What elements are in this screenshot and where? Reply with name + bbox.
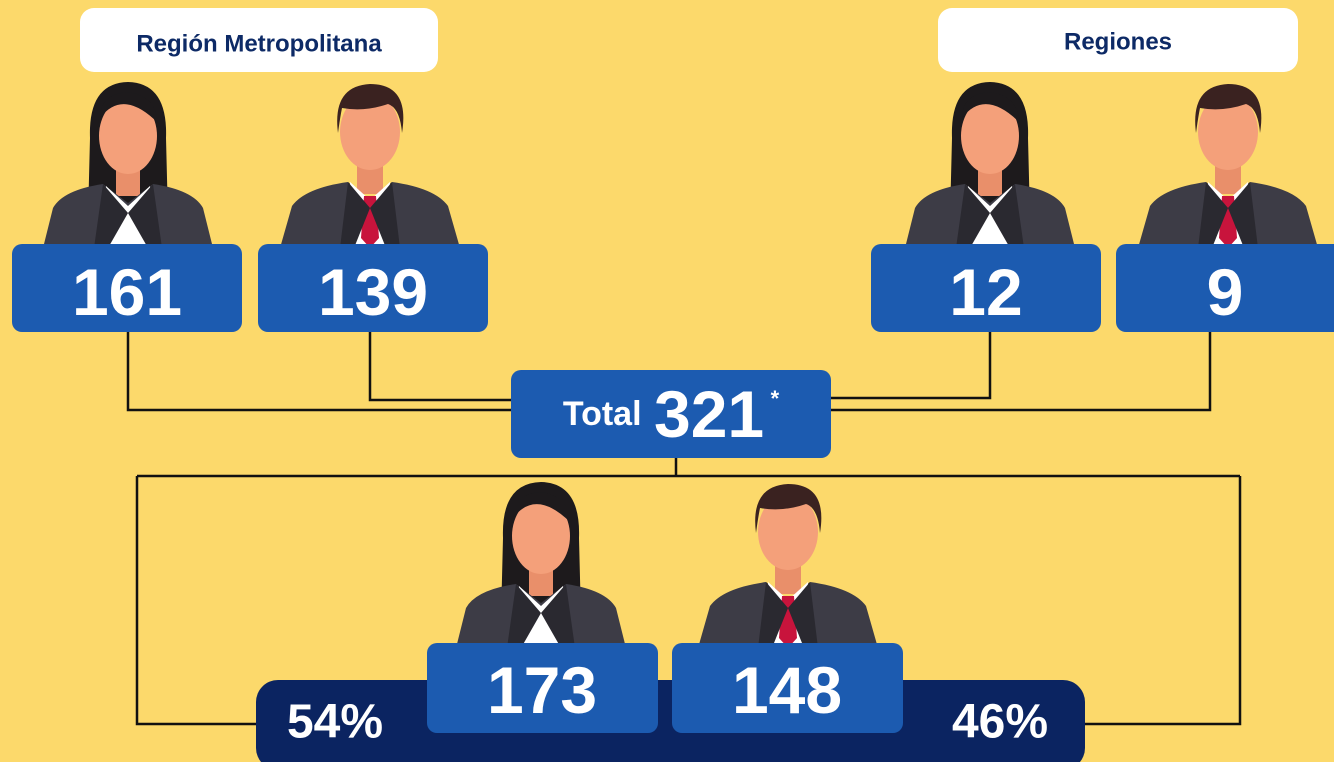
group-label: Región Metropolitana [136, 31, 382, 58]
connector [126, 330, 1242, 726]
woman-icon [456, 482, 626, 648]
count-box [1116, 244, 1334, 332]
count-box [427, 643, 658, 733]
count: 12 [949, 255, 1022, 329]
woman-icon [905, 82, 1075, 248]
total-note: * [771, 386, 780, 411]
man-icon [280, 84, 460, 248]
count-box [258, 244, 488, 332]
woman-icon [43, 82, 213, 248]
group-pill [938, 8, 1298, 72]
count: 148 [732, 653, 842, 727]
count: 9 [1207, 255, 1244, 329]
man-icon [698, 484, 878, 648]
count-box [871, 244, 1101, 332]
total: Total 321 * [563, 377, 780, 451]
total-value: 321 [654, 377, 764, 451]
count-box [672, 643, 903, 733]
group-pill [80, 8, 438, 72]
group-label: Regiones [1064, 29, 1172, 56]
count: 139 [318, 255, 428, 329]
count: 173 [487, 653, 597, 727]
count: 161 [72, 255, 182, 329]
men-share: 46% [952, 696, 1048, 749]
women-share: 54% [287, 696, 383, 749]
total-box [511, 370, 831, 458]
total-label: Total [563, 395, 642, 433]
count-box [12, 244, 242, 332]
man-icon [1138, 84, 1318, 248]
